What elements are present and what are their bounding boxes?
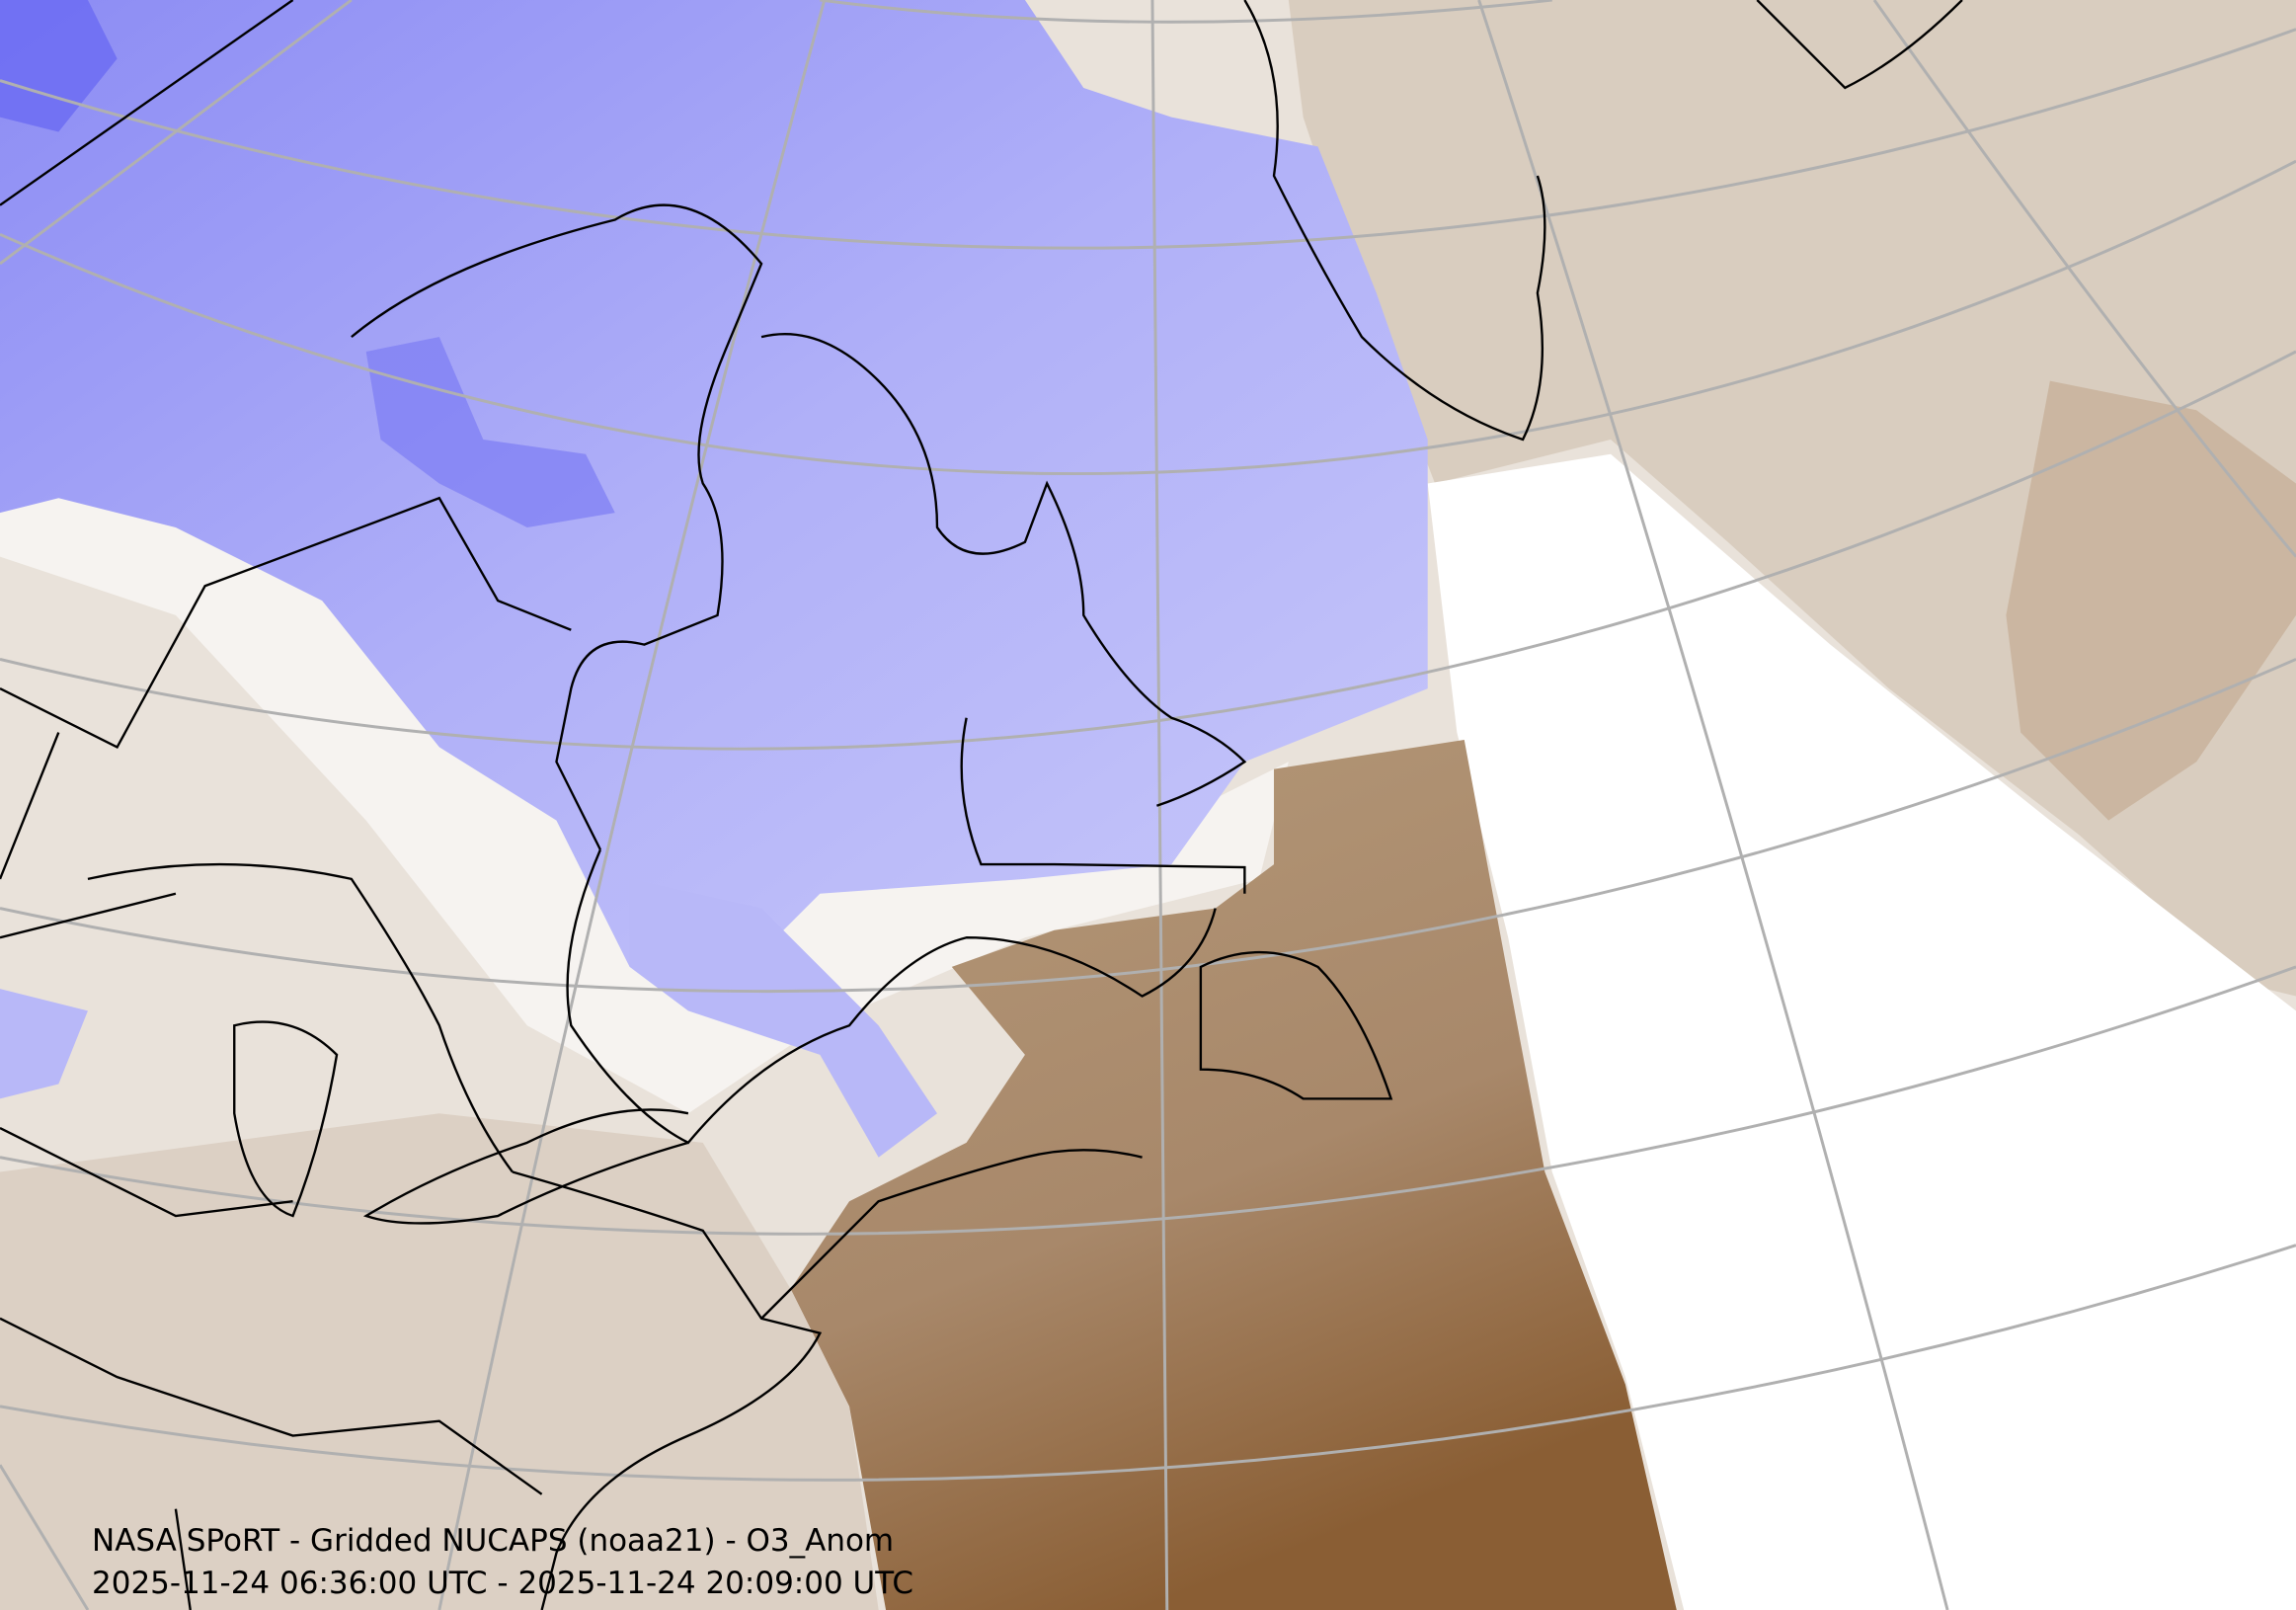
no-data-swath-gap	[1427, 453, 2296, 1610]
negative-anomaly-region-south	[629, 878, 937, 1158]
negative-anomaly-west	[0, 989, 88, 1099]
positive-anomaly-band	[2006, 380, 2296, 821]
strong-negative-anomaly	[365, 337, 615, 527]
map-time-range: 2025-11-24 06:36:00 UTC - 2025-11-24 20:…	[92, 1566, 913, 1601]
negative-anomaly-region	[0, 0, 1428, 982]
strong-negative-anomaly	[0, 0, 118, 132]
map-title: NASA SPoRT - Gridded NUCAPS (noaa21) - O…	[92, 1523, 895, 1559]
positive-anomaly-region	[790, 739, 1677, 1610]
mild-positive-anomaly-south	[0, 1113, 879, 1610]
coastlines	[0, 0, 1963, 1610]
